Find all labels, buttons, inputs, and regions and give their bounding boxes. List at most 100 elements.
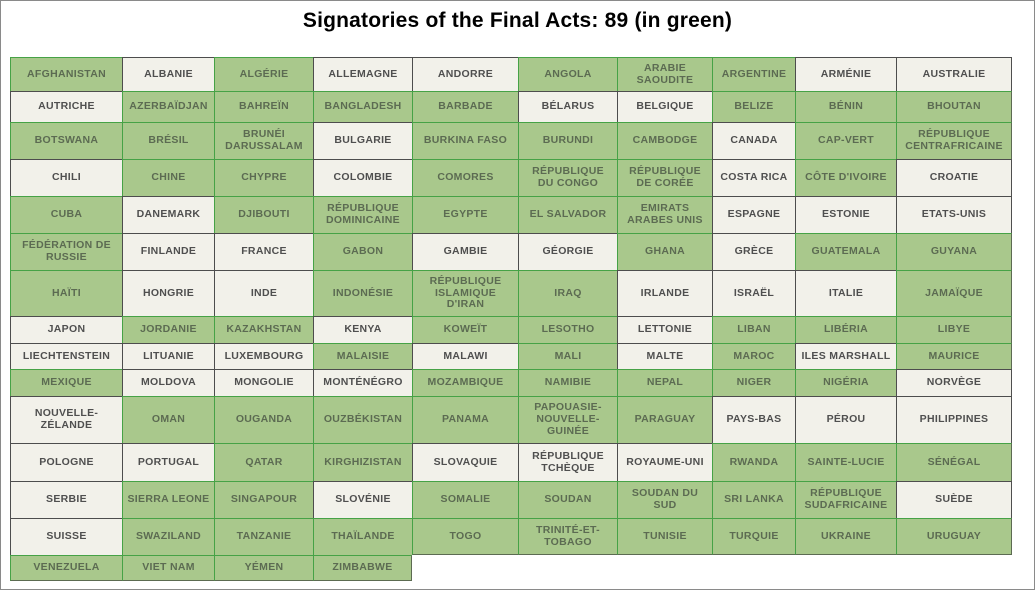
country-cell-kirghizistan: KIRGHIZISTAN — [313, 443, 412, 481]
country-cell-arabie-saoudite: ARABIE SAOUDITE — [617, 57, 712, 91]
country-cell-republique-dominicaine: RÉPUBLIQUE DOMINICAINE — [313, 196, 412, 233]
country-cell-lettonie: LETTONIE — [617, 316, 712, 343]
country-cell-barbade: BARBADE — [412, 91, 518, 122]
country-cell-pays-bas: PAYS-BAS — [712, 396, 795, 443]
country-cell-lituanie: LITUANIE — [122, 343, 214, 369]
country-cell-perou: PÉROU — [795, 396, 896, 443]
country-cell-suede: SUÈDE — [896, 481, 1012, 518]
country-cell-inde: INDE — [214, 270, 313, 316]
country-cell-armenie: ARMÉNIE — [795, 57, 896, 91]
country-cell-autriche: AUTRICHE — [10, 91, 122, 122]
country-cell-chypre: CHYPRE — [214, 159, 313, 196]
country-cell-paraguay: PARAGUAY — [617, 396, 712, 443]
country-cell-mozambique: MOZAMBIQUE — [412, 369, 518, 396]
country-cell-republique-islamique-d-iran: RÉPUBLIQUE ISLAMIQUE D'IRAN — [412, 270, 518, 316]
country-cell-azerbaidjan: AZERBAÏDJAN — [122, 91, 214, 122]
country-cell-liechtenstein: LIECHTENSTEIN — [10, 343, 122, 369]
country-cell-djibouti: DJIBOUTI — [214, 196, 313, 233]
country-cell-singapour: SINGAPOUR — [214, 481, 313, 518]
country-cell-republique-du-congo: RÉPUBLIQUE DU CONGO — [518, 159, 617, 196]
country-cell-maurice: MAURICE — [896, 343, 1012, 369]
country-cell-malaisie: MALAISIE — [313, 343, 412, 369]
country-cell-kazakhstan: KAZAKHSTAN — [214, 316, 313, 343]
country-cell-andorre: ANDORRE — [412, 57, 518, 91]
country-cell-namibie: NAMIBIE — [518, 369, 617, 396]
country-cell-argentine: ARGENTINE — [712, 57, 795, 91]
country-cell-thailande: THAÏLANDE — [313, 518, 412, 555]
country-cell-bhoutan: BHOUTAN — [896, 91, 1012, 122]
country-cell-sri-lanka: SRI LANKA — [712, 481, 795, 518]
country-cell-turquie: TURQUIE — [712, 518, 795, 555]
country-cell-swaziland: SWAZILAND — [122, 518, 214, 555]
country-cell-moldova: MOLDOVA — [122, 369, 214, 396]
country-cell-albanie: ALBANIE — [122, 57, 214, 91]
country-cell-yemen: YÉMEN — [214, 555, 313, 581]
country-cell-ghana: GHANA — [617, 233, 712, 270]
country-cell-norvege: NORVÈGE — [896, 369, 1012, 396]
country-cell-cap-vert: CAP-VERT — [795, 122, 896, 159]
country-cell-soudan-du-sud: SOUDAN DU SUD — [617, 481, 712, 518]
country-cell-guyana: GUYANA — [896, 233, 1012, 270]
country-cell-maroc: MAROC — [712, 343, 795, 369]
country-cell-oman: OMAN — [122, 396, 214, 443]
country-cell-georgie: GÉORGIE — [518, 233, 617, 270]
country-cell-tunisie: TUNISIE — [617, 518, 712, 555]
country-cell-slovenie: SLOVÉNIE — [313, 481, 412, 518]
country-cell-croatie: CROATIE — [896, 159, 1012, 196]
country-cell-guatemala: GUATEMALA — [795, 233, 896, 270]
country-cell-liberia: LIBÉRIA — [795, 316, 896, 343]
country-cell-zimbabwe: ZIMBABWE — [313, 555, 412, 581]
country-cell-belgique: BELGIQUE — [617, 91, 712, 122]
country-cell-uruguay: URUGUAY — [896, 518, 1012, 555]
signatories-table: AFGHANISTAN ALBANIE ALGÉRIE ALLEMAGNE ANDORR… — [10, 57, 1012, 581]
country-cell-allemagne: ALLEMAGNE — [313, 57, 412, 91]
country-cell-bangladesh: BANGLADESH — [313, 91, 412, 122]
country-cell-republique-centrafricaine: RÉPUBLIQUE CENTRAFRICAINE — [896, 122, 1012, 159]
country-cell-togo: TOGO — [412, 518, 518, 555]
country-cell-hongrie: HONGRIE — [122, 270, 214, 316]
country-cell-grece: GRÈCE — [712, 233, 795, 270]
country-cell-ouganda: OUGANDA — [214, 396, 313, 443]
country-cell-irlande: IRLANDE — [617, 270, 712, 316]
country-cell-canada: CANADA — [712, 122, 795, 159]
country-cell-bahrein: BAHREÏN — [214, 91, 313, 122]
country-cell-trinite-et-tobago: TRINITÉ-ET-TOBAGO — [518, 518, 617, 555]
country-cell-burkina-faso: BURKINA FASO — [412, 122, 518, 159]
country-cell-chine: CHINE — [122, 159, 214, 196]
country-cell-egypte: EGYPTE — [412, 196, 518, 233]
country-cell-emirats-arabes-unis: EMIRATS ARABES UNIS — [617, 196, 712, 233]
country-cell-burundi: BURUNDI — [518, 122, 617, 159]
country-cell-gambie: GAMBIE — [412, 233, 518, 270]
country-cell-belarus: BÉLARUS — [518, 91, 617, 122]
country-cell-espagne: ESPAGNE — [712, 196, 795, 233]
country-cell-cote-d-ivoire: CÔTE D'IVOIRE — [795, 159, 896, 196]
country-cell-koweit: KOWEÏT — [412, 316, 518, 343]
country-cell-montenegro: MONTÉNÉGRO — [313, 369, 412, 396]
country-cell-ukraine: UKRAINE — [795, 518, 896, 555]
country-cell-philippines: PHILIPPINES — [896, 396, 1012, 443]
country-cell-slovaquie: SLOVAQUIE — [412, 443, 518, 481]
country-cell-kenya: KENYA — [313, 316, 412, 343]
country-cell-algerie: ALGÉRIE — [214, 57, 313, 91]
country-cell-chili: CHILI — [10, 159, 122, 196]
country-cell-australie: AUSTRALIE — [896, 57, 1012, 91]
country-cell-benin: BÉNIN — [795, 91, 896, 122]
country-cell-liban: LIBAN — [712, 316, 795, 343]
country-cell-republique-tcheque: RÉPUBLIQUE TCHÈQUE — [518, 443, 617, 481]
country-cell-colombie: COLOMBIE — [313, 159, 412, 196]
country-cell-cuba: CUBA — [10, 196, 122, 233]
country-cell-papouasie-nouvelle-guinee: PAPOUASIE-NOUVELLE-GUINÉE — [518, 396, 617, 443]
country-cell-republique-de-coree: RÉPUBLIQUE DE CORÉE — [617, 159, 712, 196]
country-cell-nepal: NEPAL — [617, 369, 712, 396]
country-cell-libye: LIBYE — [896, 316, 1012, 343]
country-cell-royaume-uni: ROYAUME-UNI — [617, 443, 712, 481]
country-cell-sierra-leone: SIERRA LEONE — [122, 481, 214, 518]
country-cell-malawi: MALAWI — [412, 343, 518, 369]
country-cell-brunei-darussalam: BRUNÉI DARUSSALAM — [214, 122, 313, 159]
country-cell-iraq: IRAQ — [518, 270, 617, 316]
country-cell-nigeria: NIGÉRIA — [795, 369, 896, 396]
country-cell-qatar: QATAR — [214, 443, 313, 481]
country-cell-malte: MALTE — [617, 343, 712, 369]
country-cell-bulgarie: BULGARIE — [313, 122, 412, 159]
country-cell-cambodge: CAMBODGE — [617, 122, 712, 159]
